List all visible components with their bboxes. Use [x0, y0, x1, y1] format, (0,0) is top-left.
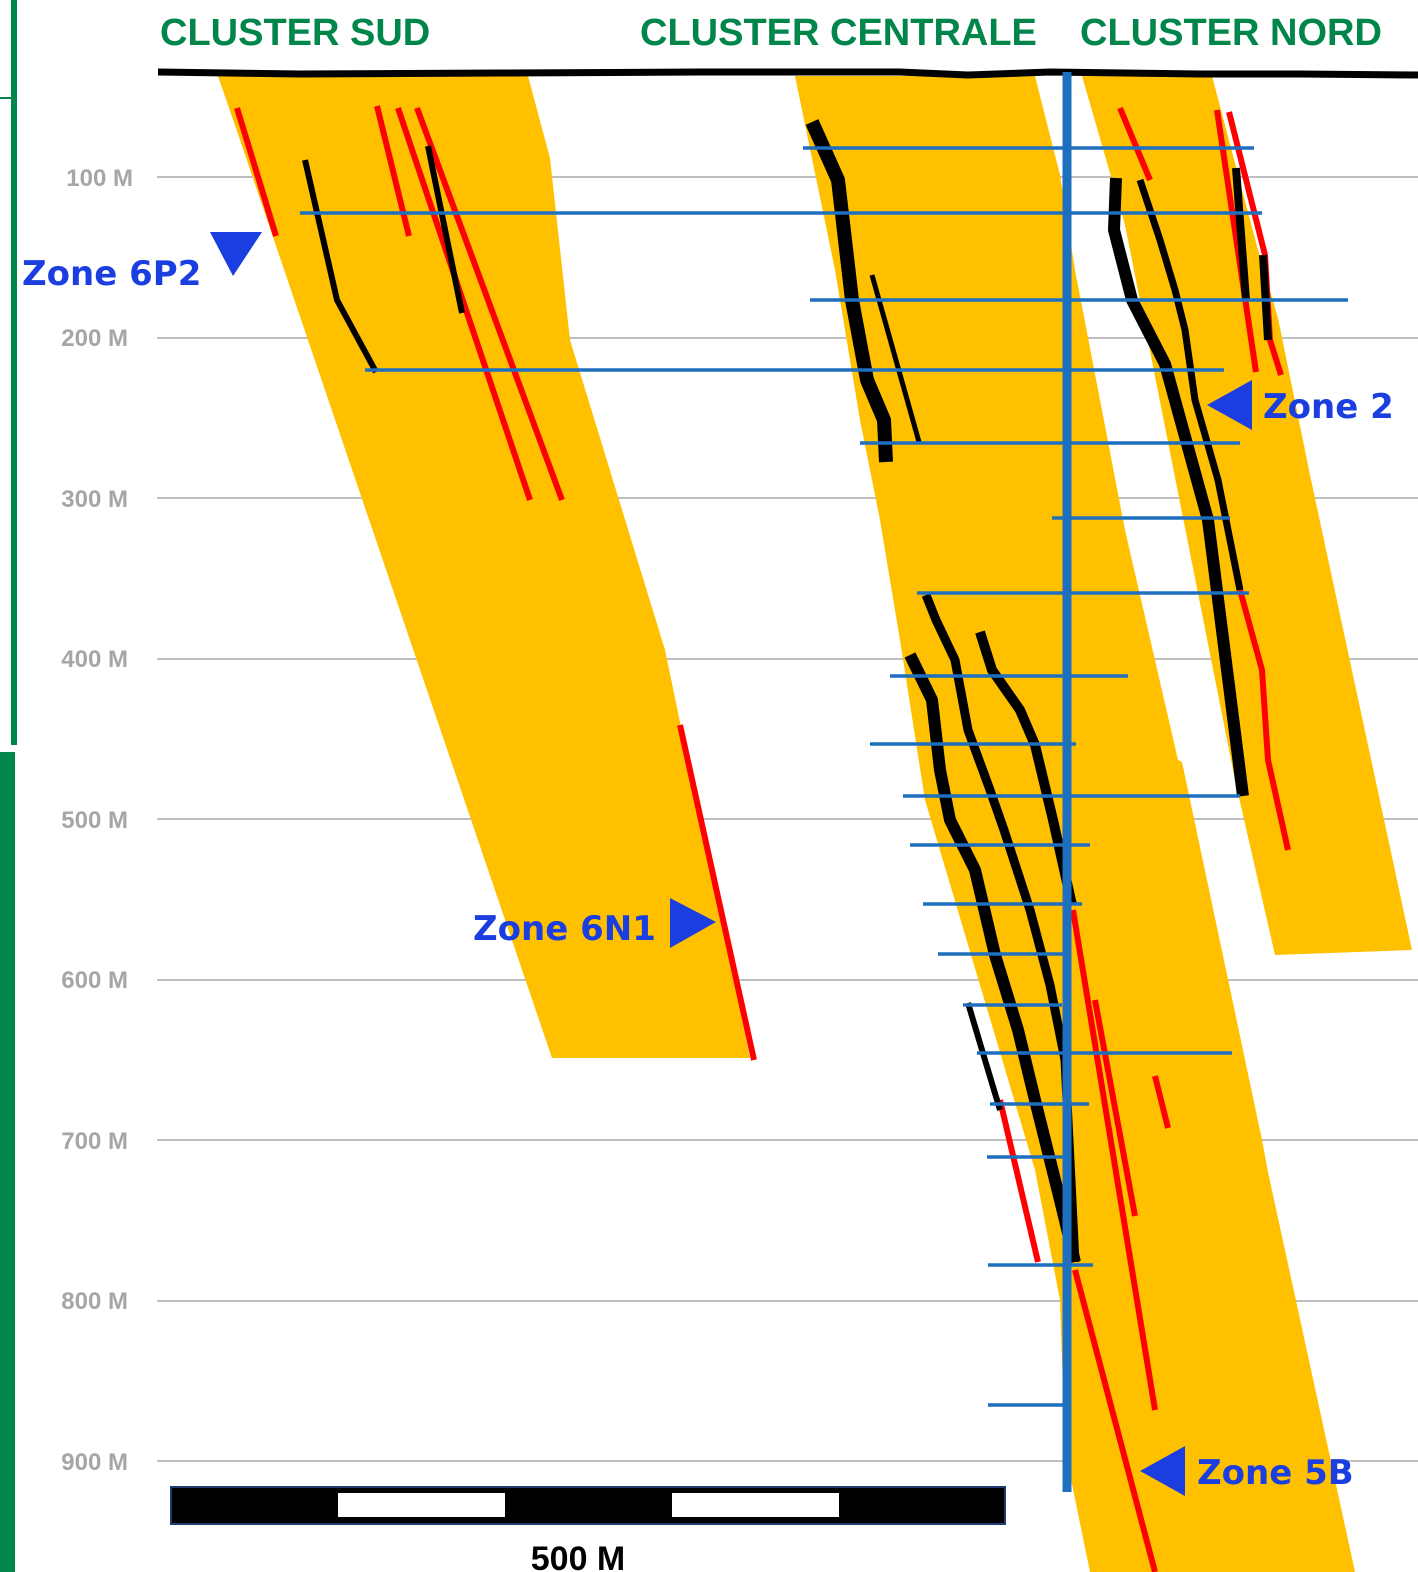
- cluster-title-centrale: CLUSTER CENTRALE: [640, 12, 1037, 54]
- cluster-title-sud: CLUSTER SUD: [160, 12, 430, 54]
- depth-label-200: 200 M: [61, 325, 128, 352]
- left-frame: [0, 0, 17, 1572]
- drill-holes: [300, 72, 1348, 1492]
- band-centrale: [795, 76, 1355, 1572]
- zone-6p2-marker-icon: [210, 232, 262, 276]
- zone-5b-marker-icon: [1140, 1446, 1185, 1496]
- depth-label-600: 600 M: [61, 967, 128, 994]
- band-nord: [1082, 76, 1412, 955]
- depth-label-800: 800 M: [61, 1288, 128, 1315]
- zone-label-2: Zone 2: [1263, 387, 1394, 427]
- surface-line: [157, 68, 1418, 79]
- zone-label-6n1: Zone 6N1: [473, 909, 656, 949]
- zone-6n1-marker-icon: [670, 898, 716, 948]
- depth-axis: 100 M 200 M 300 M 400 M 500 M 600 M 700 …: [61, 165, 133, 1476]
- depth-label-400: 400 M: [61, 646, 128, 673]
- scale-bar-label: 500 M: [531, 1540, 626, 1572]
- depth-label-100: 100 M: [66, 165, 133, 192]
- zone-label-5b: Zone 5B: [1197, 1453, 1354, 1493]
- black-veins: [302, 119, 1272, 1264]
- depth-label-500: 500 M: [61, 807, 128, 834]
- zone-2-marker-icon: [1207, 380, 1252, 430]
- depth-label-900: 900 M: [61, 1449, 128, 1476]
- zone-label-6p2: Zone 6P2: [22, 254, 201, 294]
- depth-label-300: 300 M: [61, 486, 128, 513]
- zone-markers: [210, 232, 1252, 1496]
- scale-bar: 500 M: [170, 1486, 1006, 1572]
- cluster-title-nord: CLUSTER NORD: [1080, 12, 1382, 54]
- depth-label-700: 700 M: [61, 1128, 128, 1155]
